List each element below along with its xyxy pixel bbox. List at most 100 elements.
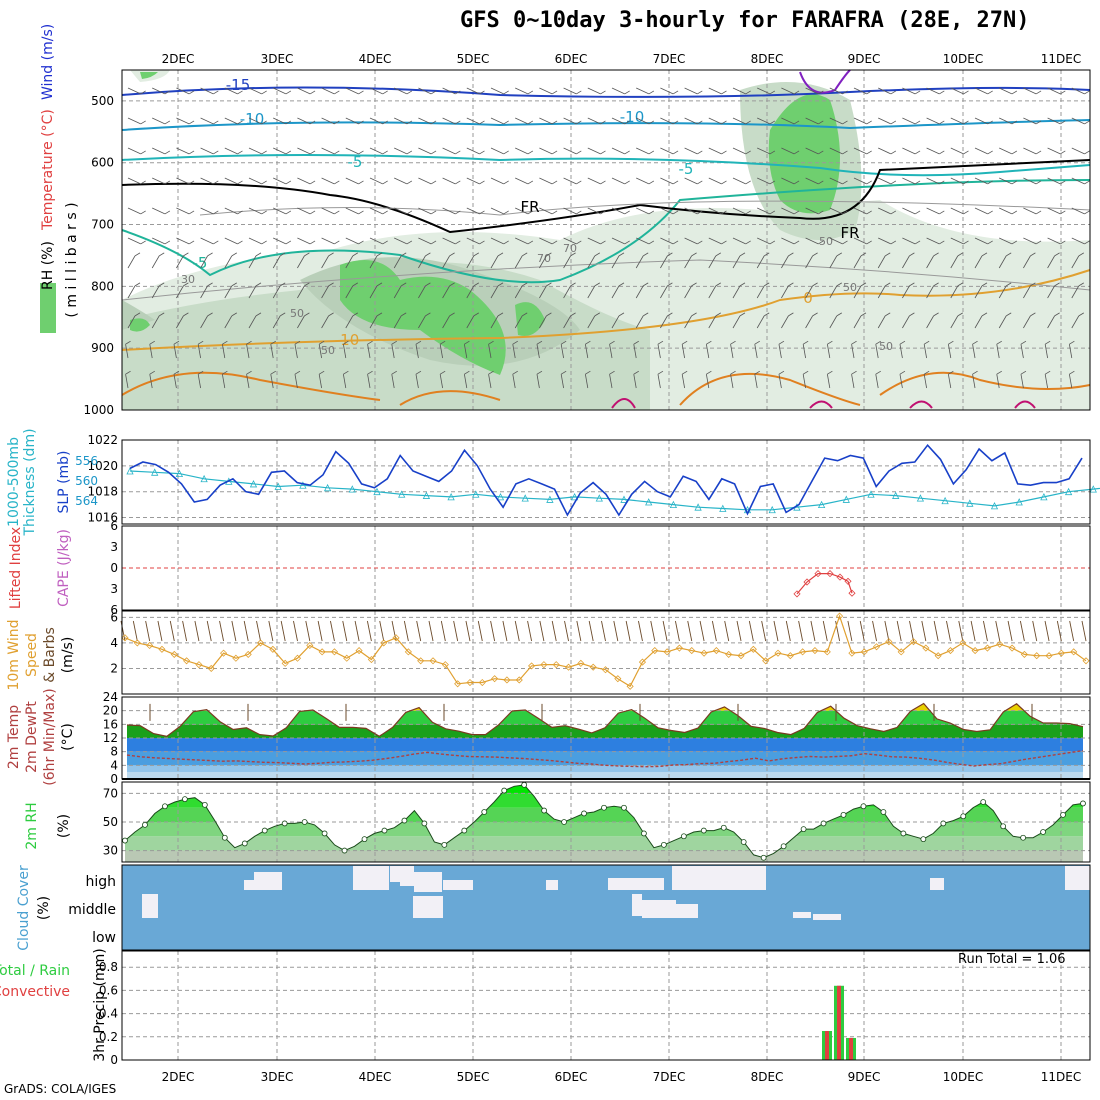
wind-barb — [1068, 374, 1073, 389]
wind-barb — [200, 285, 208, 299]
wind-barb — [418, 117, 432, 125]
wind-barb — [730, 374, 734, 389]
date-label-bottom: 9DEC — [848, 1070, 881, 1084]
wind-barb — [902, 255, 910, 269]
rh-contour-label: 50 — [879, 340, 893, 353]
rh-frame — [121, 781, 1091, 863]
wind-barb-flag — [933, 282, 939, 287]
wind-barb — [708, 117, 722, 125]
cross-section-ylabel: RH (%) Temperature (°C) Wind (m/s) — [40, 24, 56, 290]
wind-barb — [221, 374, 226, 389]
wind-barb — [778, 374, 782, 389]
wind-barb-flag — [721, 150, 727, 155]
surface-wind-barb — [551, 620, 557, 642]
wind-barb — [1071, 117, 1085, 125]
date-label-top: 4DEC — [359, 52, 392, 66]
wind-barb — [466, 117, 480, 125]
wind-barb-flag — [1005, 312, 1012, 317]
wind-barb-flag — [890, 210, 897, 215]
wind-barb-flag — [923, 340, 930, 345]
wind-barb-flag — [890, 240, 897, 245]
wind-barb — [224, 315, 233, 329]
wind-barb — [950, 177, 964, 185]
wind-barb-flag — [730, 340, 736, 345]
wind-barb-flag — [439, 370, 446, 375]
wind-barb — [587, 147, 601, 155]
wind-barb-flag — [769, 90, 776, 95]
wind-barb — [442, 255, 450, 269]
wind-barb-flag — [624, 150, 630, 155]
rh-point — [740, 839, 747, 845]
wind-barb-flag — [585, 340, 591, 345]
rh-point — [860, 803, 867, 810]
wind-barb-flag — [213, 180, 219, 185]
wind-barb — [877, 255, 886, 269]
wind-barb-flag — [851, 340, 857, 345]
wind-barb-flag — [788, 252, 794, 257]
wind-barb — [439, 344, 443, 359]
wind-speed-point — [601, 666, 610, 674]
wind-barb-flag — [618, 282, 625, 287]
axis-label: 2m DewPt — [24, 701, 40, 773]
wind-barb-flag — [551, 210, 558, 215]
wind-barb-flag — [343, 370, 349, 375]
wind-barb — [176, 117, 190, 125]
wind-barb — [1023, 285, 1031, 299]
wind-speed-point — [478, 678, 486, 687]
wind-barb-flag — [430, 240, 437, 245]
wind-barb-flag — [479, 90, 485, 95]
wind-barb — [200, 117, 214, 125]
wind-barb-flag — [400, 312, 407, 317]
thickness-point — [768, 505, 776, 514]
wind-barb — [1068, 344, 1073, 359]
wind-barb-flag — [745, 150, 751, 155]
wind-barb-flag — [455, 240, 461, 245]
wind-barb-flag — [818, 120, 824, 125]
wind-barb — [418, 87, 432, 95]
wind-speed-point — [983, 644, 992, 652]
cloud-cell — [413, 896, 443, 918]
wind-barb-flag — [1035, 240, 1042, 245]
wind-barb — [152, 177, 166, 185]
wind-barb — [926, 207, 940, 215]
wind-barb-flag — [570, 312, 576, 317]
precip-ylabel: 3hr Precip (mm) — [92, 948, 108, 1061]
wind-barb — [732, 177, 746, 185]
wind-barb-flag — [1060, 180, 1066, 185]
surface-wind-barb — [428, 620, 434, 642]
rh-grid — [177, 782, 1062, 862]
wind-barb — [536, 374, 540, 389]
wind-barb — [297, 285, 305, 299]
wind-barb — [609, 344, 613, 359]
wind-barb — [781, 285, 789, 299]
rh-point — [401, 817, 408, 824]
rh-point — [261, 827, 268, 834]
wind-barb-flag — [285, 210, 292, 215]
wind-barb — [1071, 147, 1085, 155]
wind-barb-flag — [164, 90, 171, 95]
wind-barb-flag — [527, 180, 534, 185]
wind-barb — [248, 255, 257, 269]
wind-barb-flag — [237, 180, 243, 185]
wind-barb — [369, 237, 383, 245]
wind-speed-point — [133, 639, 141, 647]
wind-barb — [853, 87, 867, 95]
wind-barb — [439, 374, 443, 389]
wind-barb — [1071, 177, 1085, 185]
wind-barb-flag — [884, 252, 891, 257]
wind-barb — [878, 87, 892, 95]
wind-speed-point — [417, 657, 425, 665]
surface-wind-barb — [527, 620, 533, 642]
wind-speed-point — [1057, 649, 1065, 657]
precip-tick: 0.8 — [99, 960, 118, 974]
temp-frame — [121, 696, 1091, 780]
wind-barb-flag — [318, 370, 325, 375]
wind-barb — [974, 177, 988, 185]
wind-barb-flag — [261, 180, 267, 185]
wind-speed-point — [1045, 652, 1053, 660]
wind-barb-flag — [406, 150, 413, 155]
wind-speed-point — [688, 647, 696, 655]
precip-tick: 0.4 — [99, 1007, 118, 1021]
date-label-bottom: 3DEC — [261, 1070, 294, 1084]
